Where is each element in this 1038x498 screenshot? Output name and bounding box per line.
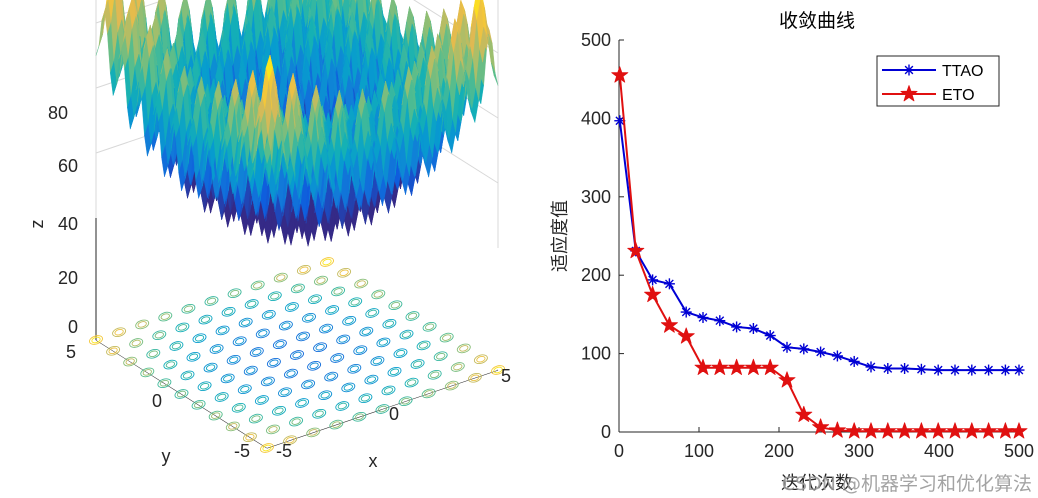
y-tick-minus5: -5 [234, 441, 250, 461]
x-tick-minus5: -5 [276, 441, 292, 461]
data-point-eto [728, 358, 746, 376]
data-point-eto [795, 405, 813, 423]
data-point-ttao [781, 341, 793, 353]
data-point-eto [644, 285, 662, 303]
convergence-x-label: 迭代次数 [781, 473, 853, 494]
data-point-eto [879, 422, 897, 439]
convergence-chart: 收敛曲线 0 100 200 300 400 500 0 100 200 300 400 500 适应… [550, 10, 1034, 494]
x-tick-label: 300 [844, 441, 874, 461]
data-point-eto [912, 422, 930, 439]
series-line-eto [618, 75, 1019, 433]
data-point-eto [946, 422, 964, 439]
data-point-ttao [764, 330, 776, 342]
series-eto [611, 66, 1028, 439]
x-tick-5: 5 [501, 366, 511, 386]
surface-tick-labels: 80 60 40 20 0 5 0 -5 -5 0 5 z y x [27, 103, 511, 471]
data-point-eto [611, 66, 629, 83]
x-axis-label: x [369, 451, 378, 471]
z-tick-40: 40 [58, 214, 78, 234]
data-point-ttao [882, 362, 894, 374]
data-point-eto [694, 358, 712, 376]
x-tick-label: 0 [614, 441, 624, 461]
y-axis-label: y [162, 446, 171, 466]
data-point-ttao [915, 363, 927, 375]
legend-marker-ttao [903, 64, 915, 76]
data-point-ttao [999, 364, 1011, 376]
x-tick-label: 500 [1004, 441, 1034, 461]
data-point-ttao [966, 364, 978, 376]
surface-chart: F9 80 60 40 20 0 5 0 -5 -5 0 5 z y x [27, 0, 511, 471]
data-point-ttao [647, 274, 659, 286]
data-point-ttao [932, 364, 944, 376]
data-point-ttao [831, 350, 843, 362]
data-point-eto [660, 316, 678, 333]
legend-label-ttao: TTAO [942, 63, 983, 80]
data-point-eto [711, 358, 729, 376]
legend-marker-eto [900, 85, 918, 102]
data-point-ttao [848, 355, 860, 367]
data-point-ttao [714, 315, 726, 327]
data-point-ttao [949, 364, 961, 376]
data-point-eto [744, 358, 762, 376]
data-point-eto [627, 241, 645, 259]
x-tick-0: 0 [389, 404, 399, 424]
data-point-eto [761, 358, 779, 376]
data-point-ttao [798, 343, 810, 355]
data-point-eto [778, 371, 796, 388]
y-tick-label: 300 [581, 187, 611, 207]
y-tick-label: 200 [581, 265, 611, 285]
data-point-eto [677, 327, 695, 344]
y-tick-label: 0 [601, 422, 611, 442]
convergence-series [611, 66, 1028, 439]
z-tick-60: 60 [58, 156, 78, 176]
data-point-eto [929, 422, 947, 439]
data-point-ttao [697, 312, 709, 324]
convergence-axes: 0 100 200 300 400 500 0 100 200 300 400 500 [581, 30, 1034, 461]
y-tick-label: 400 [581, 108, 611, 128]
data-point-eto [1010, 422, 1028, 439]
y-tick-label: 500 [581, 30, 611, 50]
data-point-ttao [815, 346, 827, 358]
data-point-ttao [1013, 364, 1025, 376]
y-tick-label: 100 [581, 344, 611, 364]
legend-box [876, 55, 1000, 107]
x-tick-label: 100 [684, 441, 714, 461]
data-point-eto [896, 422, 914, 439]
surface-mesh [95, 0, 499, 247]
convergence-y-label: 适应度值 [550, 200, 571, 272]
data-point-eto [963, 422, 981, 439]
x-tick-label: 200 [764, 441, 794, 461]
data-point-ttao [747, 323, 759, 335]
series-ttao [614, 115, 1025, 376]
y-tick-0: 0 [152, 391, 162, 411]
z-tick-80: 80 [48, 103, 68, 123]
data-point-ttao [731, 321, 743, 333]
data-point-ttao [865, 361, 877, 373]
z-tick-0: 0 [68, 317, 78, 337]
data-point-ttao [663, 278, 675, 290]
x-tick-label: 400 [924, 441, 954, 461]
legend-label-eto: ETO [942, 87, 975, 104]
z-tick-20: 20 [58, 268, 78, 288]
data-point-eto [980, 422, 998, 439]
contour-floor [89, 257, 505, 453]
data-point-ttao [983, 364, 995, 376]
data-point-eto [862, 422, 880, 439]
data-point-ttao [680, 306, 692, 318]
data-point-eto [996, 422, 1014, 439]
convergence-title: 收敛曲线 [779, 10, 855, 32]
data-point-eto [828, 421, 846, 438]
data-point-ttao [899, 362, 911, 374]
legend: TTAO ETO [876, 55, 1000, 107]
z-axis-label: z [27, 220, 47, 229]
watermark: CSDN @机器学习和优化算法 [781, 473, 1032, 495]
y-tick-5: 5 [66, 342, 76, 362]
data-point-eto [812, 418, 830, 435]
data-point-eto [845, 422, 863, 439]
